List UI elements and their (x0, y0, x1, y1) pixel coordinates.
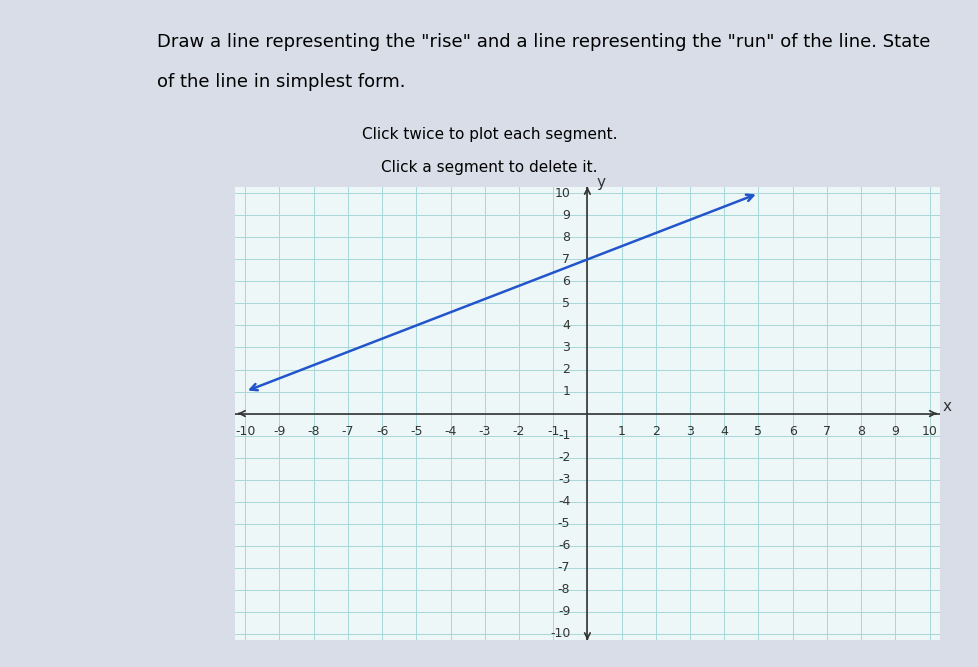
Text: Draw a line representing the "rise" and a line representing the "run" of the lin: Draw a line representing the "rise" and … (156, 33, 929, 51)
Text: x: x (941, 400, 951, 414)
Text: 2: 2 (561, 363, 570, 376)
Text: -10: -10 (550, 627, 570, 640)
Text: 5: 5 (754, 425, 762, 438)
Text: 4: 4 (720, 425, 728, 438)
Text: 4: 4 (561, 319, 570, 332)
Text: -8: -8 (557, 583, 570, 596)
Text: 7: 7 (822, 425, 830, 438)
Text: 5: 5 (561, 297, 570, 310)
Text: -1: -1 (557, 429, 570, 442)
Text: 8: 8 (857, 425, 865, 438)
Text: -2: -2 (557, 451, 570, 464)
Text: -5: -5 (410, 425, 422, 438)
Text: 1: 1 (561, 385, 570, 398)
Text: 3: 3 (561, 341, 570, 354)
Text: 10: 10 (920, 425, 937, 438)
Text: -2: -2 (512, 425, 524, 438)
Text: 3: 3 (686, 425, 693, 438)
Text: -4: -4 (444, 425, 457, 438)
Text: -10: -10 (235, 425, 255, 438)
Text: y: y (596, 175, 605, 190)
Text: 8: 8 (561, 231, 570, 244)
Text: 9: 9 (561, 209, 570, 222)
Text: -6: -6 (376, 425, 388, 438)
Text: 9: 9 (891, 425, 899, 438)
Text: -9: -9 (273, 425, 286, 438)
Text: Click a segment to delete it.: Click a segment to delete it. (380, 160, 598, 175)
Text: -4: -4 (557, 495, 570, 508)
Text: -3: -3 (478, 425, 490, 438)
Text: -1: -1 (547, 425, 558, 438)
Text: 1: 1 (617, 425, 625, 438)
Text: -9: -9 (557, 605, 570, 618)
Text: -5: -5 (557, 517, 570, 530)
Text: -8: -8 (307, 425, 320, 438)
Text: Click twice to plot each segment.: Click twice to plot each segment. (362, 127, 616, 141)
Text: 10: 10 (554, 187, 570, 200)
Text: -6: -6 (557, 539, 570, 552)
Text: 6: 6 (561, 275, 570, 288)
Text: 7: 7 (561, 253, 570, 266)
Text: -3: -3 (557, 473, 570, 486)
Text: -7: -7 (341, 425, 354, 438)
Text: 6: 6 (788, 425, 796, 438)
Text: 2: 2 (651, 425, 659, 438)
Text: -7: -7 (557, 561, 570, 574)
Text: of the line in simplest form.: of the line in simplest form. (156, 73, 405, 91)
